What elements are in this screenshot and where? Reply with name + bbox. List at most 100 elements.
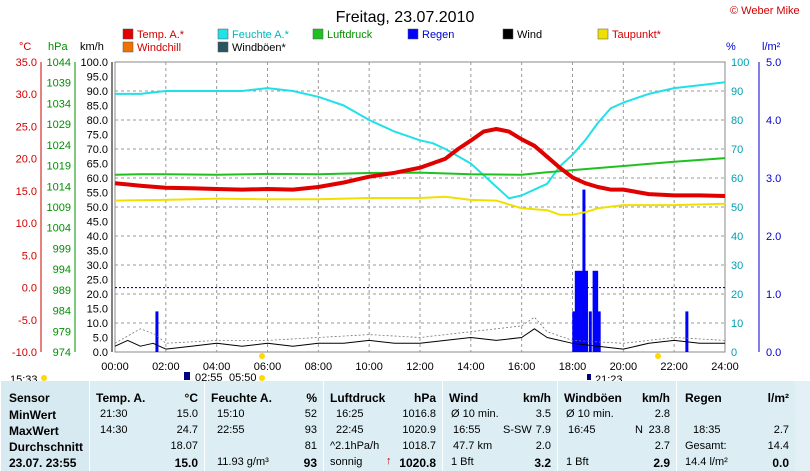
x-tick-label: 06:00 bbox=[254, 361, 282, 373]
rain-current: 0.0 bbox=[772, 456, 789, 470]
rain-unit: l/m² bbox=[767, 391, 789, 405]
humidity-tick-label: 10 bbox=[731, 318, 743, 330]
humidity-max-time: 22:55 bbox=[217, 424, 245, 436]
legend-label: Luftdruck bbox=[327, 29, 373, 41]
legend-label: Temp. A.* bbox=[137, 29, 185, 41]
temp-title: Temp. A. bbox=[96, 391, 146, 405]
humidity-max: 93 bbox=[304, 424, 317, 436]
axes: 35.0 30.0 25.0 20.0 15.0 10.0 5.0 0.0 -5.0 -10.0 1… bbox=[12, 57, 781, 359]
humidity-panel: Feuchte A. % 15:10 52 22:55 93 81 11.93 … bbox=[204, 381, 323, 471]
temp-max-time: 14:30 bbox=[100, 424, 128, 436]
legend-swatch bbox=[312, 28, 324, 40]
temp-max: 24.7 bbox=[176, 424, 198, 436]
footer-marks bbox=[41, 353, 661, 381]
rain-tick-label: 2.0 bbox=[766, 231, 781, 243]
wind-tick-label: 55.0 bbox=[87, 188, 108, 200]
rain-bar bbox=[574, 270, 578, 352]
wind-tick-label: 40.0 bbox=[87, 231, 108, 243]
pressure-tick-label: 1019 bbox=[47, 161, 71, 173]
temp-current: 15.0 bbox=[174, 456, 198, 470]
humidity-tick-label: 30 bbox=[731, 260, 743, 272]
wind-unit: km/h bbox=[522, 391, 551, 405]
axis-unit: km/h bbox=[80, 41, 104, 53]
legend-swatch bbox=[217, 41, 229, 53]
gust-avg: 2.7 bbox=[654, 440, 670, 452]
rain-bar bbox=[597, 311, 601, 352]
wind-tick-label: 85.0 bbox=[87, 101, 108, 113]
row-avg: Durchschnitt bbox=[9, 440, 84, 454]
humidity-unit: % bbox=[306, 391, 317, 405]
temp-avg: 18.07 bbox=[170, 440, 198, 452]
humidity-tick-label: 20 bbox=[731, 289, 743, 301]
humidity-tick-label: 90 bbox=[731, 86, 743, 98]
wind-tick-label: 100.0 bbox=[80, 57, 108, 69]
weather-chart: Freitag, 23.07.2010 © Weber Mike Temp. A… bbox=[12, 5, 800, 381]
temp-tick-label: 15.0 bbox=[16, 186, 37, 198]
series-line-taupunkt bbox=[114, 195, 726, 216]
pressure-max: 1020.9 bbox=[402, 424, 436, 436]
pressure-tick-label: 994 bbox=[53, 264, 71, 276]
rain-panel: Regen l/m² 18:35 2.7 Gesamt: 14.4 14.4 l… bbox=[676, 381, 795, 471]
wind-bft: 1 Bft bbox=[451, 456, 474, 468]
legend-swatch bbox=[217, 28, 229, 40]
wind-tick-label: 10.0 bbox=[87, 318, 108, 330]
sun-icon bbox=[259, 375, 265, 381]
rain-bar bbox=[592, 270, 596, 352]
wind-tick-label: 15.0 bbox=[87, 304, 108, 316]
wind-tick-label: 30.0 bbox=[87, 260, 108, 272]
wind-avg10-label: Ø 10 min. bbox=[451, 408, 499, 420]
legend-label: Windchill bbox=[137, 42, 181, 54]
watermark: © Weber Mike bbox=[730, 5, 800, 17]
gust-max: 23.8 bbox=[648, 424, 670, 436]
humidity-tick-label: 80 bbox=[731, 115, 743, 127]
humidity-tick-label: 0 bbox=[731, 347, 737, 359]
pressure-tick-label: 989 bbox=[53, 285, 71, 297]
rain-per: 14.4 l/m² bbox=[685, 456, 728, 468]
humidity-current: 93 bbox=[303, 456, 317, 470]
wind-tick-label: 25.0 bbox=[87, 275, 108, 287]
wind-tick-label: 50.0 bbox=[87, 202, 108, 214]
humidity-avg: 81 bbox=[304, 440, 317, 452]
legend-swatch bbox=[597, 28, 609, 40]
humidity-tick-label: 100 bbox=[731, 57, 749, 69]
rain-bar bbox=[577, 270, 581, 352]
gust-current: 2.9 bbox=[653, 456, 670, 470]
series-line-feuchtea bbox=[115, 81, 726, 200]
wind-tick-label: 35.0 bbox=[87, 246, 108, 258]
humidity-abs: 11.93 g/m³ bbox=[217, 456, 269, 468]
series-line-tempa bbox=[114, 127, 726, 198]
row-current: 23.07. 23:55 bbox=[9, 456, 77, 470]
pressure-tick-label: 1014 bbox=[47, 181, 71, 193]
chart-title: Freitag, 23.07.2010 bbox=[336, 9, 475, 26]
gust-max-time: 16:45 bbox=[568, 424, 596, 436]
rain-max: 2.7 bbox=[773, 424, 789, 436]
wind-tick-label: 60.0 bbox=[87, 173, 108, 185]
sunset-marker-icon bbox=[587, 374, 591, 380]
pressure-tick-label: 1029 bbox=[47, 119, 71, 131]
pressure-tick-label: 974 bbox=[53, 347, 71, 359]
rain-bar bbox=[582, 189, 586, 352]
wind-panel: Wind km/h Ø 10 min. 3.5 16:55 S-SW 7.9 4… bbox=[442, 381, 557, 471]
humidity-tick-label: 60 bbox=[731, 173, 743, 185]
humidity-tick-label: 40 bbox=[731, 231, 743, 243]
rain-tick-label: 3.0 bbox=[766, 173, 781, 185]
gust-max-dir: N bbox=[635, 424, 643, 436]
temp-tick-label: 5.0 bbox=[22, 250, 37, 262]
x-tick-label: 20:00 bbox=[610, 361, 638, 373]
temp-panel: Temp. A. °C 21:30 15.0 14:30 24.7 18.07 … bbox=[89, 381, 204, 471]
sun-icon bbox=[655, 353, 661, 359]
legend-swatch bbox=[502, 28, 514, 40]
legend-swatch bbox=[407, 28, 419, 40]
pressure-tick-label: 1009 bbox=[47, 202, 71, 214]
legend-label: Wind bbox=[517, 29, 542, 41]
pressure-avg: 1018.7 bbox=[402, 440, 436, 452]
wind-tick-label: 95.0 bbox=[87, 72, 108, 84]
axis-unit: hPa bbox=[48, 41, 68, 53]
legend-swatch bbox=[122, 28, 134, 40]
pressure-panel: Luftdruck hPa 16:25 1016.8 22:45 1020.9 … bbox=[323, 381, 442, 471]
humidity-min-time: 15:10 bbox=[217, 408, 245, 420]
temp-unit: °C bbox=[184, 391, 198, 405]
pressure-tick-label: 1044 bbox=[47, 57, 71, 69]
rain-bars bbox=[155, 189, 689, 352]
sun-icon bbox=[259, 353, 265, 359]
